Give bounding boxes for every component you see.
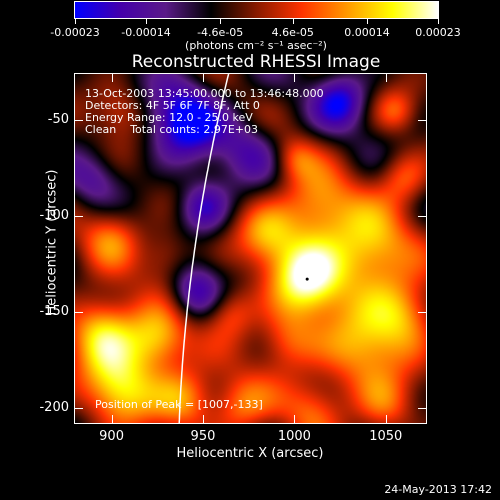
- x-tick: [111, 415, 113, 423]
- y-tick-label: -100: [39, 207, 69, 223]
- solar-limb-curve: [178, 74, 230, 423]
- colorbar-tick: [438, 19, 439, 24]
- colorbar-tick-label: 0.00023: [415, 26, 461, 39]
- annotation-energy: Energy Range: 12.0 - 25.0 keV: [85, 111, 253, 124]
- colorbar-tick: [146, 19, 148, 24]
- annotation-counts: Clean Total counts: 2.97E+03: [85, 123, 259, 136]
- x-tick-label: 1050: [369, 429, 403, 444]
- x-tick: [294, 74, 296, 82]
- y-tick: [418, 120, 426, 122]
- y-tick: [75, 120, 83, 122]
- y-tick: [75, 407, 83, 409]
- colorbar-tick-label: -0.00023: [50, 26, 100, 39]
- colorbar-tick: [366, 19, 368, 24]
- heatmap-image: [75, 74, 426, 423]
- x-tick-label: 1000: [277, 429, 311, 444]
- plot-overlay: [178, 74, 309, 423]
- y-tick: [75, 215, 83, 217]
- colorbar-tick-label: -0.00014: [121, 26, 171, 39]
- colorbar-tick: [220, 19, 222, 24]
- colorbar-tick: [292, 19, 294, 24]
- y-tick: [75, 311, 83, 313]
- colorbar-tick-label: -4.6e-05: [197, 26, 244, 39]
- x-axis-label: Heliocentric X (arcsec): [176, 446, 324, 461]
- colorbar-unit-label: (photons cm⁻² s⁻¹ asec⁻²): [185, 39, 327, 52]
- x-tick: [111, 74, 113, 82]
- plot-area: 13-Oct-2003 13:45:00.000 to 13:46:48.000…: [74, 73, 427, 424]
- y-tick: [418, 215, 426, 217]
- colorbar-tick-label: 4.6e-05: [271, 26, 314, 39]
- timestamp: 24-May-2013 17:42: [384, 483, 492, 496]
- x-tick: [385, 415, 387, 423]
- y-tick: [418, 407, 426, 409]
- annotation-detectors: Detectors: 4F 5F 6F 7F 8F, Att 0: [85, 99, 260, 112]
- y-tick-label: -150: [39, 303, 69, 319]
- x-tick: [385, 74, 387, 82]
- chart-title: Reconstructed RHESSI Image: [131, 52, 381, 72]
- colorbar-tick: [75, 19, 76, 24]
- y-axis-label: Heliocentric Y (arcsec): [44, 169, 60, 316]
- y-tick: [418, 311, 426, 313]
- y-tick-label: -50: [47, 112, 69, 128]
- colorbar-tick-label: 0.00014: [344, 26, 390, 39]
- peak-position-label: Position of Peak = [1007,-133]: [95, 398, 263, 411]
- colorbar-gradient: [75, 2, 438, 18]
- x-tick-label: 900: [99, 429, 124, 444]
- peak-marker: [305, 277, 309, 281]
- x-tick: [202, 415, 204, 423]
- y-tick-label: -200: [39, 399, 69, 415]
- x-tick: [294, 415, 296, 423]
- x-tick: [202, 74, 204, 82]
- annotation-time: 13-Oct-2003 13:45:00.000 to 13:46:48.000: [85, 87, 324, 100]
- x-tick-label: 950: [190, 429, 216, 444]
- colorbar: [74, 1, 439, 19]
